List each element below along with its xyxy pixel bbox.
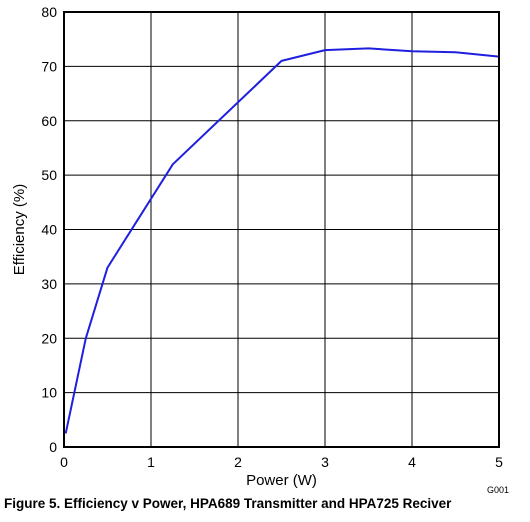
y-tick-label: 0 bbox=[49, 439, 57, 455]
x-tick-label: 5 bbox=[495, 454, 503, 470]
y-tick-label: 20 bbox=[41, 330, 57, 346]
y-tick-labels: 0 10 20 30 40 50 60 70 80 bbox=[41, 4, 57, 455]
x-tick-label: 1 bbox=[147, 454, 155, 470]
y-tick-label: 40 bbox=[41, 222, 57, 238]
y-tick-label: 10 bbox=[41, 385, 57, 401]
y-tick-label: 30 bbox=[41, 276, 57, 292]
y-axis-label: Efficiency (%) bbox=[11, 184, 28, 275]
x-tick-label: 4 bbox=[408, 454, 416, 470]
series-group bbox=[64, 47, 500, 434]
figure-caption: Figure 5. Efficiency v Power, HPA689 Tra… bbox=[4, 496, 452, 511]
y-tick-label: 70 bbox=[41, 58, 57, 74]
x-tick-label: 0 bbox=[60, 454, 68, 470]
figure-id: G001 bbox=[487, 485, 509, 495]
y-tick-label: 50 bbox=[41, 167, 57, 183]
series-line-0 bbox=[64, 47, 500, 434]
x-tick-labels: 0 1 2 3 4 5 bbox=[60, 454, 503, 470]
x-axis-label: Power (W) bbox=[246, 472, 317, 489]
y-tick-label: 80 bbox=[41, 4, 57, 20]
y-tick-label: 60 bbox=[41, 113, 57, 129]
x-tick-label: 2 bbox=[234, 454, 242, 470]
x-tick-label: 3 bbox=[321, 454, 329, 470]
grid-lines bbox=[63, 11, 500, 448]
plot-frame bbox=[63, 11, 500, 448]
